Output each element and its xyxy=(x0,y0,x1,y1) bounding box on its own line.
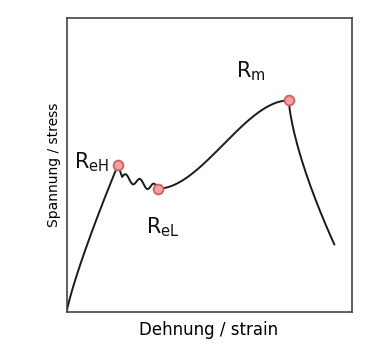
Text: $\mathdefault{R_{eL}}$: $\mathdefault{R_{eL}}$ xyxy=(147,215,180,239)
X-axis label: Dehnung / strain: Dehnung / strain xyxy=(139,321,279,339)
Point xyxy=(286,98,292,103)
Point xyxy=(115,162,121,168)
Point xyxy=(155,186,161,192)
Text: $\mathdefault{R_{eH}}$: $\mathdefault{R_{eH}}$ xyxy=(74,150,109,174)
Text: $\mathdefault{R_m}$: $\mathdefault{R_m}$ xyxy=(236,59,266,83)
Y-axis label: Spannung / stress: Spannung / stress xyxy=(47,103,61,227)
